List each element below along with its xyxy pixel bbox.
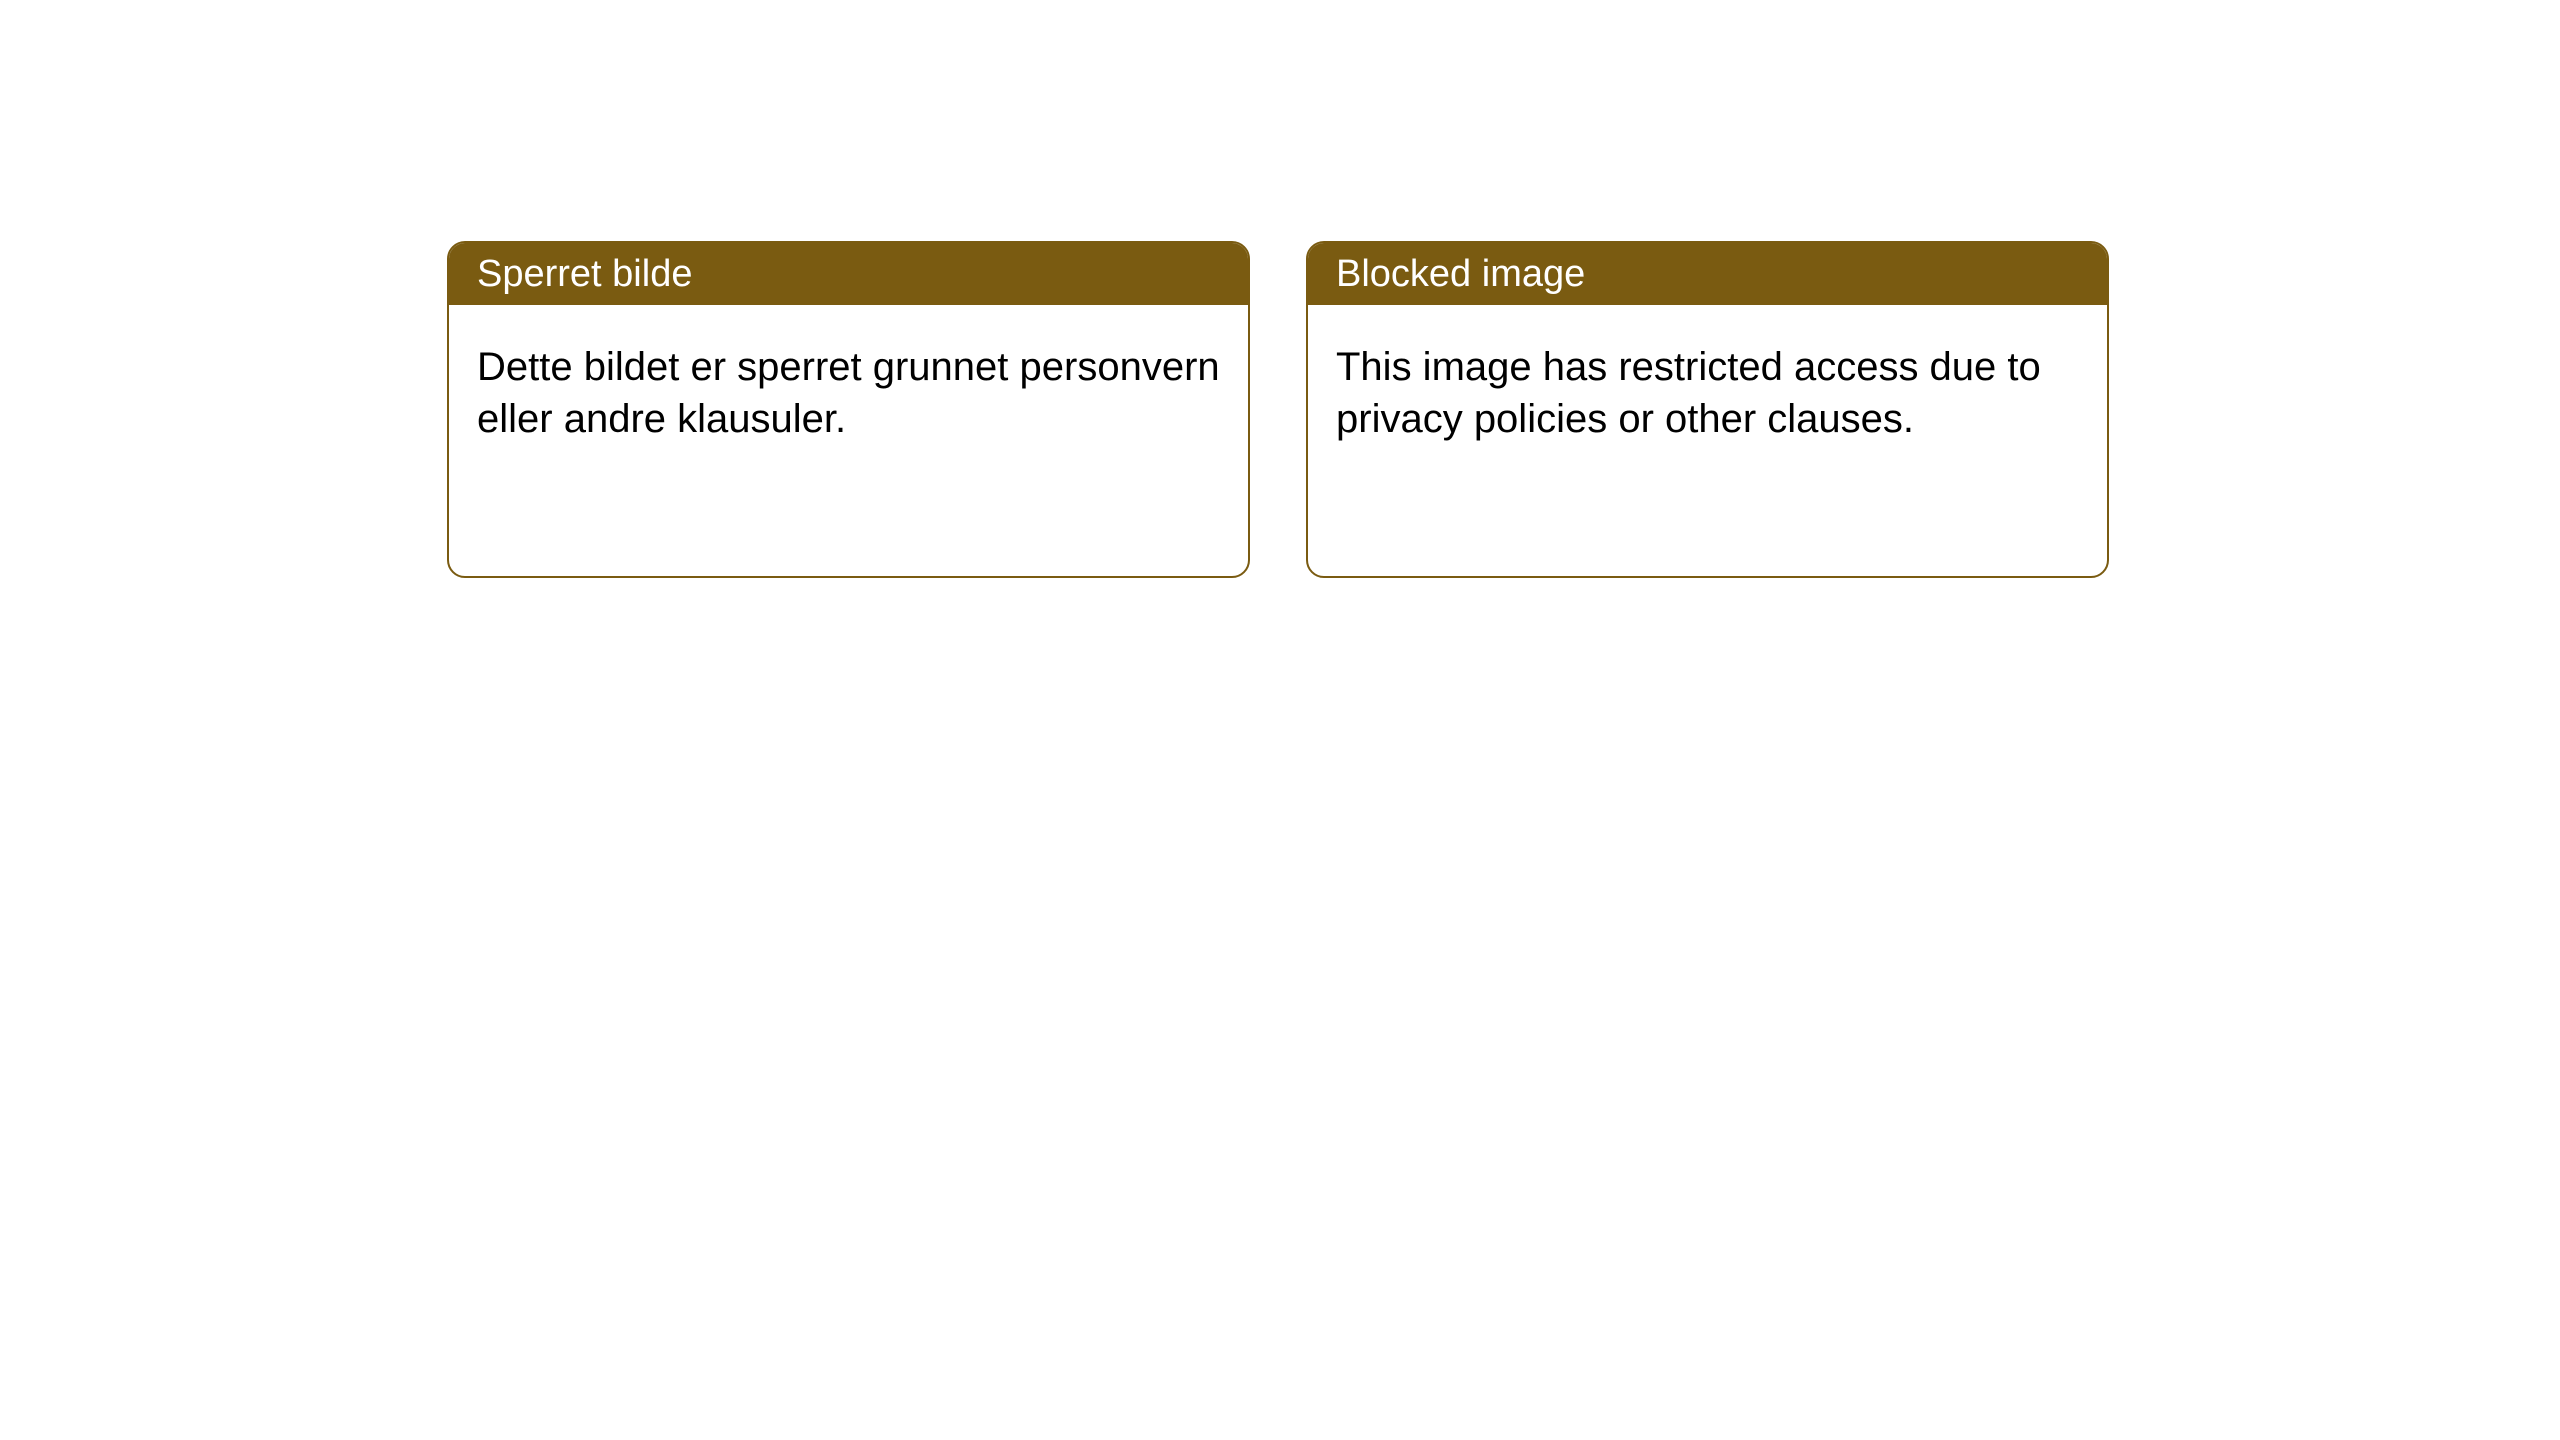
cards-container: Sperret bilde Dette bildet er sperret gr… <box>0 0 2560 578</box>
blocked-image-card-en: Blocked image This image has restricted … <box>1306 241 2109 578</box>
card-header-text: Blocked image <box>1336 253 1585 296</box>
blocked-image-card-no: Sperret bilde Dette bildet er sperret gr… <box>447 241 1250 578</box>
card-body-text: Dette bildet er sperret grunnet personve… <box>477 345 1220 441</box>
card-header-text: Sperret bilde <box>477 253 692 296</box>
card-body: This image has restricted access due to … <box>1308 305 2107 481</box>
card-body-text: This image has restricted access due to … <box>1336 345 2041 441</box>
card-body: Dette bildet er sperret grunnet personve… <box>449 305 1248 481</box>
card-header: Sperret bilde <box>449 243 1248 305</box>
card-header: Blocked image <box>1308 243 2107 305</box>
